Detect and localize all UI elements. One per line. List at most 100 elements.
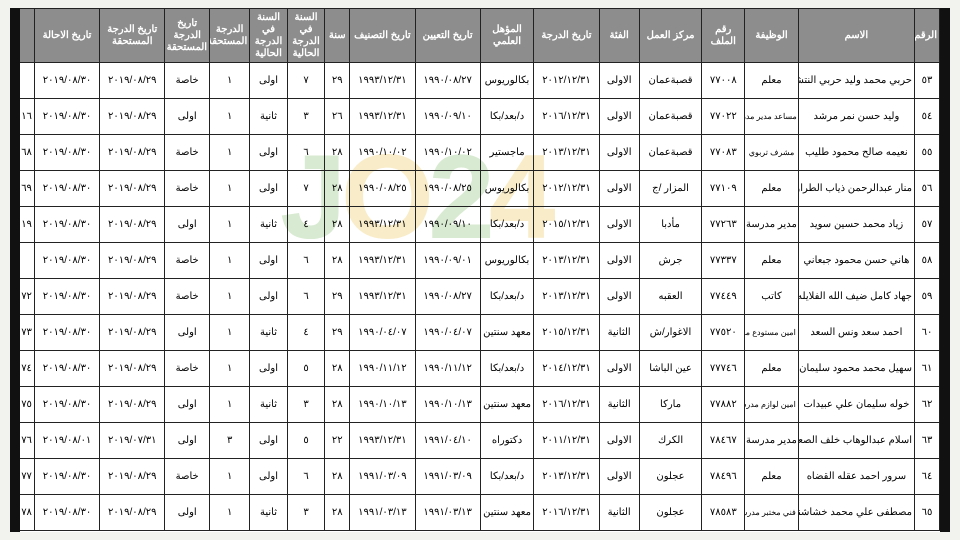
cell-adate: ١٩٩١/٠٤/١٠ (415, 423, 480, 459)
cell-cur: ٦ (287, 243, 325, 279)
th-sic: السنة في الدرجة الحالية (250, 9, 288, 63)
cell-job: معلم (745, 351, 799, 387)
cell-d1: ٢٠١٩/٠٨/٢٩ (100, 135, 165, 171)
th-year: سنة (325, 9, 350, 63)
cell-num: ٥٣ (914, 63, 939, 99)
cell-cat: الاولى (599, 279, 639, 315)
cell-d1: ٢٠١٩/٠٨/٢٩ (100, 207, 165, 243)
cell-deg: ١ (210, 243, 250, 279)
cell-gdate: ٢٠١٣/١٢/٣١ (534, 279, 599, 315)
table-body: ٥٣حربي محمد وليد حربي النتشهمعلم٧٧٠٠٨قصب… (20, 63, 940, 531)
cell-cdate: ١٩٩١/٠٣/١٣ (350, 495, 415, 531)
cell-year: ٢٨ (325, 243, 350, 279)
cell-sic: ثانية (250, 207, 288, 243)
cell-center: العقبه (639, 279, 702, 315)
cell-adate: ١٩٩٠/٠٨/٢٧ (415, 279, 480, 315)
cell-cur: ٣ (287, 495, 325, 531)
cell-num: ٦٠ (914, 315, 939, 351)
cell-ext: ٧٨ (20, 495, 34, 531)
th-cat: الفئة (599, 9, 639, 63)
cell-name: مصطفى علي محمد خشاشنه (798, 495, 914, 531)
cell-file: ٧٧٠٨٣ (702, 135, 745, 171)
cell-cur: ٤ (287, 315, 325, 351)
cell-name: اسلام عبدالوهاب خلف الصعوب (798, 423, 914, 459)
table-row: ٥٤وليد حسن نمر مرشدمساعد مدير مدرسة٧٧٠٢٢… (20, 99, 940, 135)
cell-gdate: ٢٠١٦/١٢/٣١ (534, 99, 599, 135)
table-row: ٥٨هاني حسن محمود جبعانيمعلم٧٧٣٣٧جرشالاول… (20, 243, 940, 279)
cell-cdate: ١٩٩٣/١٢/٣١ (350, 63, 415, 99)
cell-file: ٧٨٤٩٦ (702, 459, 745, 495)
cell-d2: ٢٠١٩/٠٨/٣٠ (34, 207, 99, 243)
cell-name: جهاد كامل ضيف الله الفلايله (798, 279, 914, 315)
cell-job: فني مختبر مدرسة (745, 495, 799, 531)
cell-stat: خاصة (165, 459, 210, 495)
cell-year: ٢٨ (325, 351, 350, 387)
th-gdate: تاريخ الدرجة (534, 9, 599, 63)
cell-ext: ٧٢ (20, 279, 34, 315)
cell-file: ٧٨٤٦٧ (702, 423, 745, 459)
cell-deg: ١ (210, 315, 250, 351)
cell-job: كاتب (745, 279, 799, 315)
cell-qual: معهد سنتين (480, 495, 534, 531)
cell-gdate: ٢٠١٥/١٢/٣١ (534, 207, 599, 243)
cell-center: مأدبا (639, 207, 702, 243)
cell-job: مدير مدرسة (745, 423, 799, 459)
cell-adate: ١٩٩١/٠٣/٠٩ (415, 459, 480, 495)
cell-file: ٧٧٤٤٩ (702, 279, 745, 315)
cell-cat: الثانية (599, 315, 639, 351)
cell-d1: ٢٠١٩/٠٨/٢٩ (100, 99, 165, 135)
cell-stat: اولى (165, 207, 210, 243)
cell-ext: ٧٤ (20, 351, 34, 387)
cell-year: ٢٩ (325, 63, 350, 99)
cell-adate: ١٩٩٠/٠٩/١٠ (415, 207, 480, 243)
cell-cur: ٥ (287, 351, 325, 387)
cell-ext: ١٩ (20, 207, 34, 243)
cell-num: ٦١ (914, 351, 939, 387)
cell-qual: بكالوريوس (480, 63, 534, 99)
table-header-row: الرقم الاسم الوظيفة رقم الملف مركز العمل… (20, 9, 940, 63)
cell-gdate: ٢٠١٢/١٢/٣١ (534, 171, 599, 207)
cell-qual: د/بعد/بكا (480, 99, 534, 135)
cell-sic: اولى (250, 423, 288, 459)
cell-name: نعيمه صالح محمود طليب (798, 135, 914, 171)
cell-job: معلم (745, 243, 799, 279)
cell-year: ٢٨ (325, 171, 350, 207)
cell-d1: ٢٠١٩/٠٨/٢٩ (100, 459, 165, 495)
cell-cdate: ١٩٩٠/١١/١٢ (350, 351, 415, 387)
cell-num: ٥٩ (914, 279, 939, 315)
cell-d2: ٢٠١٩/٠٨/٣٠ (34, 99, 99, 135)
table-row: ٦٠احمد سعد ونس السعدامين مستودع مدرسة٧٧٥… (20, 315, 940, 351)
cell-qual: د/بعد/بكا (480, 279, 534, 315)
cell-d1: ٢٠١٩/٠٨/٢٩ (100, 279, 165, 315)
cell-cur: ٦ (287, 279, 325, 315)
cell-adate: ١٩٩٠/١٠/٠٢ (415, 135, 480, 171)
cell-adate: ١٩٩٠/١١/١٢ (415, 351, 480, 387)
cell-adate: ١٩٩١/٠٣/١٣ (415, 495, 480, 531)
cell-sic: ثانية (250, 387, 288, 423)
cell-cdate: ١٩٩٠/٠٨/٢٥ (350, 171, 415, 207)
cell-cat: الاولى (599, 243, 639, 279)
cell-deg: ١ (210, 387, 250, 423)
cell-num: ٥٤ (914, 99, 939, 135)
cell-d2: ٢٠١٩/٠٨/٣٠ (34, 63, 99, 99)
cell-cat: الاولى (599, 135, 639, 171)
cell-deg: ١ (210, 99, 250, 135)
cell-num: ٥٧ (914, 207, 939, 243)
cell-d2: ٢٠١٩/٠٨/٣٠ (34, 243, 99, 279)
cell-cdate: ١٩٩٣/١٢/٣١ (350, 99, 415, 135)
cell-gdate: ٢٠١٣/١٢/٣١ (534, 459, 599, 495)
cell-gdate: ٢٠١٣/١٢/٣١ (534, 135, 599, 171)
cell-name: حربي محمد وليد حربي النتشه (798, 63, 914, 99)
cell-d1: ٢٠١٩/٠٨/٢٩ (100, 351, 165, 387)
cell-num: ٥٨ (914, 243, 939, 279)
cell-file: ٧٧٨٨٢ (702, 387, 745, 423)
table-row: ٥٩جهاد كامل ضيف الله الفلايلهكاتب٧٧٤٤٩ال… (20, 279, 940, 315)
cell-year: ٢٨ (325, 495, 350, 531)
cell-deg: ١ (210, 459, 250, 495)
cell-center: عجلون (639, 459, 702, 495)
cell-cdate: ١٩٩٣/١٢/٣١ (350, 423, 415, 459)
cell-stat: اولى (165, 387, 210, 423)
cell-name: منار عبدالرحمن ذياب الطراونه (798, 171, 914, 207)
cell-cat: الاولى (599, 423, 639, 459)
cell-center: المزار /ج (639, 171, 702, 207)
